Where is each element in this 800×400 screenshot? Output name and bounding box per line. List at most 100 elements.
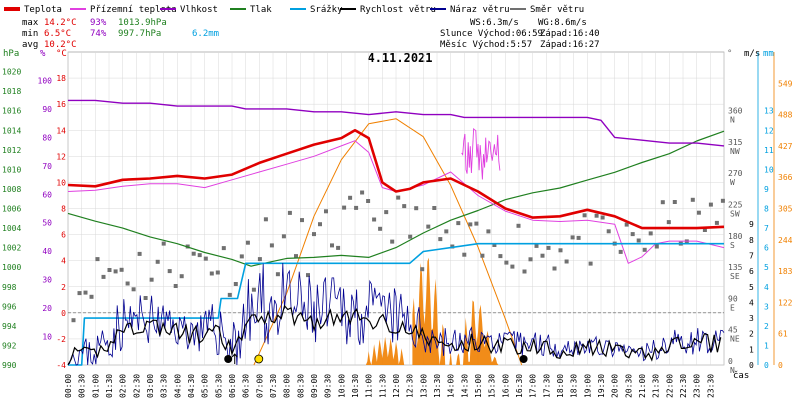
hpa-tick: 1014 <box>2 126 21 135</box>
dir-deg-tick: 90 <box>728 294 738 303</box>
temp-tick: -2 <box>56 335 66 344</box>
chart-title: 4.11.2021 <box>367 51 432 65</box>
temp-tick: 18 <box>56 74 66 83</box>
solar-tick: 0 <box>778 361 783 370</box>
wind-direction-point <box>570 235 575 240</box>
mm-tick: 9 <box>764 185 769 194</box>
sunrise-marker <box>254 354 264 364</box>
x-tick: 11:30 <box>378 374 387 398</box>
x-tick: 02:30 <box>132 374 141 398</box>
humidity-line <box>68 99 725 147</box>
wind-direction-point <box>468 222 473 227</box>
wind-direction-point <box>486 229 491 234</box>
stat-min-temp: 6.5°C <box>44 29 71 39</box>
wind-direction-point <box>233 282 238 286</box>
dir-name-tick: E <box>730 303 735 312</box>
x-tick: 02:00 <box>119 374 128 398</box>
wind-direction-point <box>281 234 286 239</box>
dir-name-tick: NW <box>730 147 740 156</box>
x-tick: 18:00 <box>556 374 565 398</box>
x-tick: 08:30 <box>296 374 305 398</box>
wind-direction-point <box>600 215 605 220</box>
pressure-line <box>67 130 725 267</box>
info-sun-set: Západ:16:40 <box>540 29 600 39</box>
stat-max-temp: 14.2°C <box>44 18 77 28</box>
wind-direction-point <box>294 254 298 259</box>
pct-tick: 40 <box>42 247 52 256</box>
hpa-tick: 1012 <box>2 146 21 155</box>
mm-tick: 4 <box>764 283 769 292</box>
wind-direction-point <box>251 287 256 292</box>
solar-tick: 366 <box>778 173 793 182</box>
x-tick: 07:30 <box>269 374 278 398</box>
wind-direction-point <box>540 253 545 258</box>
x-tick: 09:30 <box>324 374 333 398</box>
wind-direction-point <box>636 238 641 243</box>
pct-tick: 90 <box>42 105 52 114</box>
wind-direction-point <box>191 251 196 256</box>
mm-tick: 5 <box>764 263 769 272</box>
hpa-tick: 1006 <box>2 205 21 214</box>
x-tick: 01:00 <box>91 374 100 398</box>
x-tick: 14:30 <box>460 374 469 398</box>
stats-block: max 14.2°C 93% 1013.9hPa min 6.5°C 74% 9… <box>22 18 219 50</box>
x-tick: 01:30 <box>105 374 114 398</box>
legend-label: Přízemní teplota <box>90 5 177 15</box>
wind-direction-point <box>666 220 671 225</box>
wind-direction-point <box>95 257 100 262</box>
ms-tick: 0 <box>749 361 754 370</box>
wind-direction-point <box>179 274 184 279</box>
x-tick: 10:30 <box>351 374 360 398</box>
wind-direction-point <box>227 292 232 297</box>
wind-direction-point <box>516 223 521 228</box>
wind-direction-point <box>522 269 527 274</box>
hpa-tick: 994 <box>2 322 17 331</box>
wind-direction-point <box>504 260 509 265</box>
wind-gust-line <box>67 262 725 366</box>
axis-units: hPa % °C ° m/s mm <box>3 49 774 59</box>
dir-name-tick: N <box>730 366 735 375</box>
grid <box>67 52 725 366</box>
wind-direction-point <box>107 268 112 272</box>
x-tick: 21:30 <box>652 374 661 398</box>
ms-tick: 7 <box>749 251 754 260</box>
wind-direction-point <box>89 294 94 299</box>
wind-direction-point <box>558 248 563 253</box>
wind-direction-point <box>161 241 166 246</box>
dir-name-tick: SW <box>730 210 740 219</box>
wind-direction-point <box>510 264 515 269</box>
x-tick: 20:00 <box>611 374 620 398</box>
wind-direction-point <box>474 221 479 226</box>
x-tick: 06:30 <box>242 374 251 398</box>
wind-direction-point <box>462 252 467 257</box>
x-tick: 11:00 <box>365 374 374 398</box>
x-tick: 03:30 <box>160 374 169 398</box>
wind-direction-point <box>414 206 419 211</box>
stat-max-press: 1013.9hPa <box>118 18 167 28</box>
wind-direction-point <box>564 259 569 264</box>
wind-direction-point <box>318 222 322 227</box>
x-tick: 00:30 <box>78 374 87 398</box>
wind-direction-point <box>576 235 581 240</box>
solar-tick: 183 <box>778 267 793 276</box>
wind-speed-line <box>67 304 722 366</box>
solar-line <box>253 118 523 366</box>
legend-label: Směr větru <box>530 5 584 15</box>
wind-direction-point <box>354 205 359 210</box>
wind-direction-point <box>438 237 443 242</box>
wind-direction-point <box>672 200 677 204</box>
ground-temperature-spikes <box>461 127 501 180</box>
info-sun: Slunce Východ:06:59 <box>440 29 543 39</box>
legend-label: Vlhkost <box>180 5 218 15</box>
wind-direction-point <box>77 291 82 296</box>
x-tick: 23:00 <box>693 374 702 398</box>
wind-direction-point <box>360 190 365 195</box>
wind-direction-point <box>239 254 244 259</box>
wind-direction-point <box>342 205 347 210</box>
hpa-unit: hPa <box>3 49 19 59</box>
wind-direction-point <box>480 253 485 258</box>
x-tick: 23:30 <box>706 374 715 398</box>
wind-direction-point <box>155 259 160 264</box>
x-tick: 22:00 <box>665 374 674 398</box>
x-tick: 13:00 <box>419 374 428 398</box>
